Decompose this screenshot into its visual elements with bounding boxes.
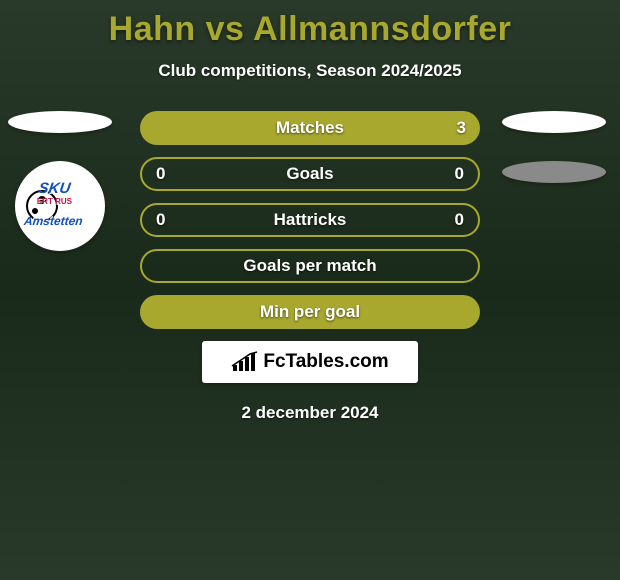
stat-row-goals: 0 Goals 0 — [140, 157, 480, 191]
badge-top-text: SKU ERT RUS — [36, 182, 74, 205]
stat-label: Goals — [286, 164, 333, 184]
stat-label: Min per goal — [260, 302, 360, 322]
stat-label: Matches — [276, 118, 344, 138]
bar-chart-icon — [231, 351, 259, 373]
page-subtitle: Club competitions, Season 2024/2025 — [0, 61, 620, 81]
right-player-column — [502, 111, 612, 183]
stat-value-left: 0 — [156, 210, 165, 230]
stat-row-min-per-goal: Min per goal — [140, 295, 480, 329]
date-label: 2 december 2024 — [0, 403, 620, 423]
stat-value-left: 0 — [156, 164, 165, 184]
stat-value-right: 0 — [455, 164, 464, 184]
player-photo-placeholder — [8, 111, 112, 133]
player-photo-placeholder — [502, 111, 606, 133]
stat-row-matches: Matches 3 — [140, 111, 480, 145]
club-badge-placeholder — [502, 161, 606, 183]
stat-value-right: 0 — [455, 210, 464, 230]
stat-label: Hattricks — [274, 210, 347, 230]
stat-row-goals-per-match: Goals per match — [140, 249, 480, 283]
left-player-column: SKU ERT RUS Amstetten — [8, 111, 118, 251]
comparison-panel: SKU ERT RUS Amstetten Matches 3 0 Goals … — [0, 111, 620, 423]
stats-rows: Matches 3 0 Goals 0 0 Hattricks 0 Goals … — [140, 111, 480, 329]
brand-name: FcTables.com — [263, 351, 388, 373]
club-badge: SKU ERT RUS Amstetten — [15, 161, 105, 251]
page-title: Hahn vs Allmannsdorfer — [0, 0, 620, 49]
stat-label: Goals per match — [243, 256, 376, 276]
stat-value-right: 3 — [457, 118, 466, 138]
stat-row-hattricks: 0 Hattricks 0 — [140, 203, 480, 237]
badge-bottom-text: Amstetten — [23, 214, 83, 228]
brand-logo: FcTables.com — [202, 341, 418, 383]
